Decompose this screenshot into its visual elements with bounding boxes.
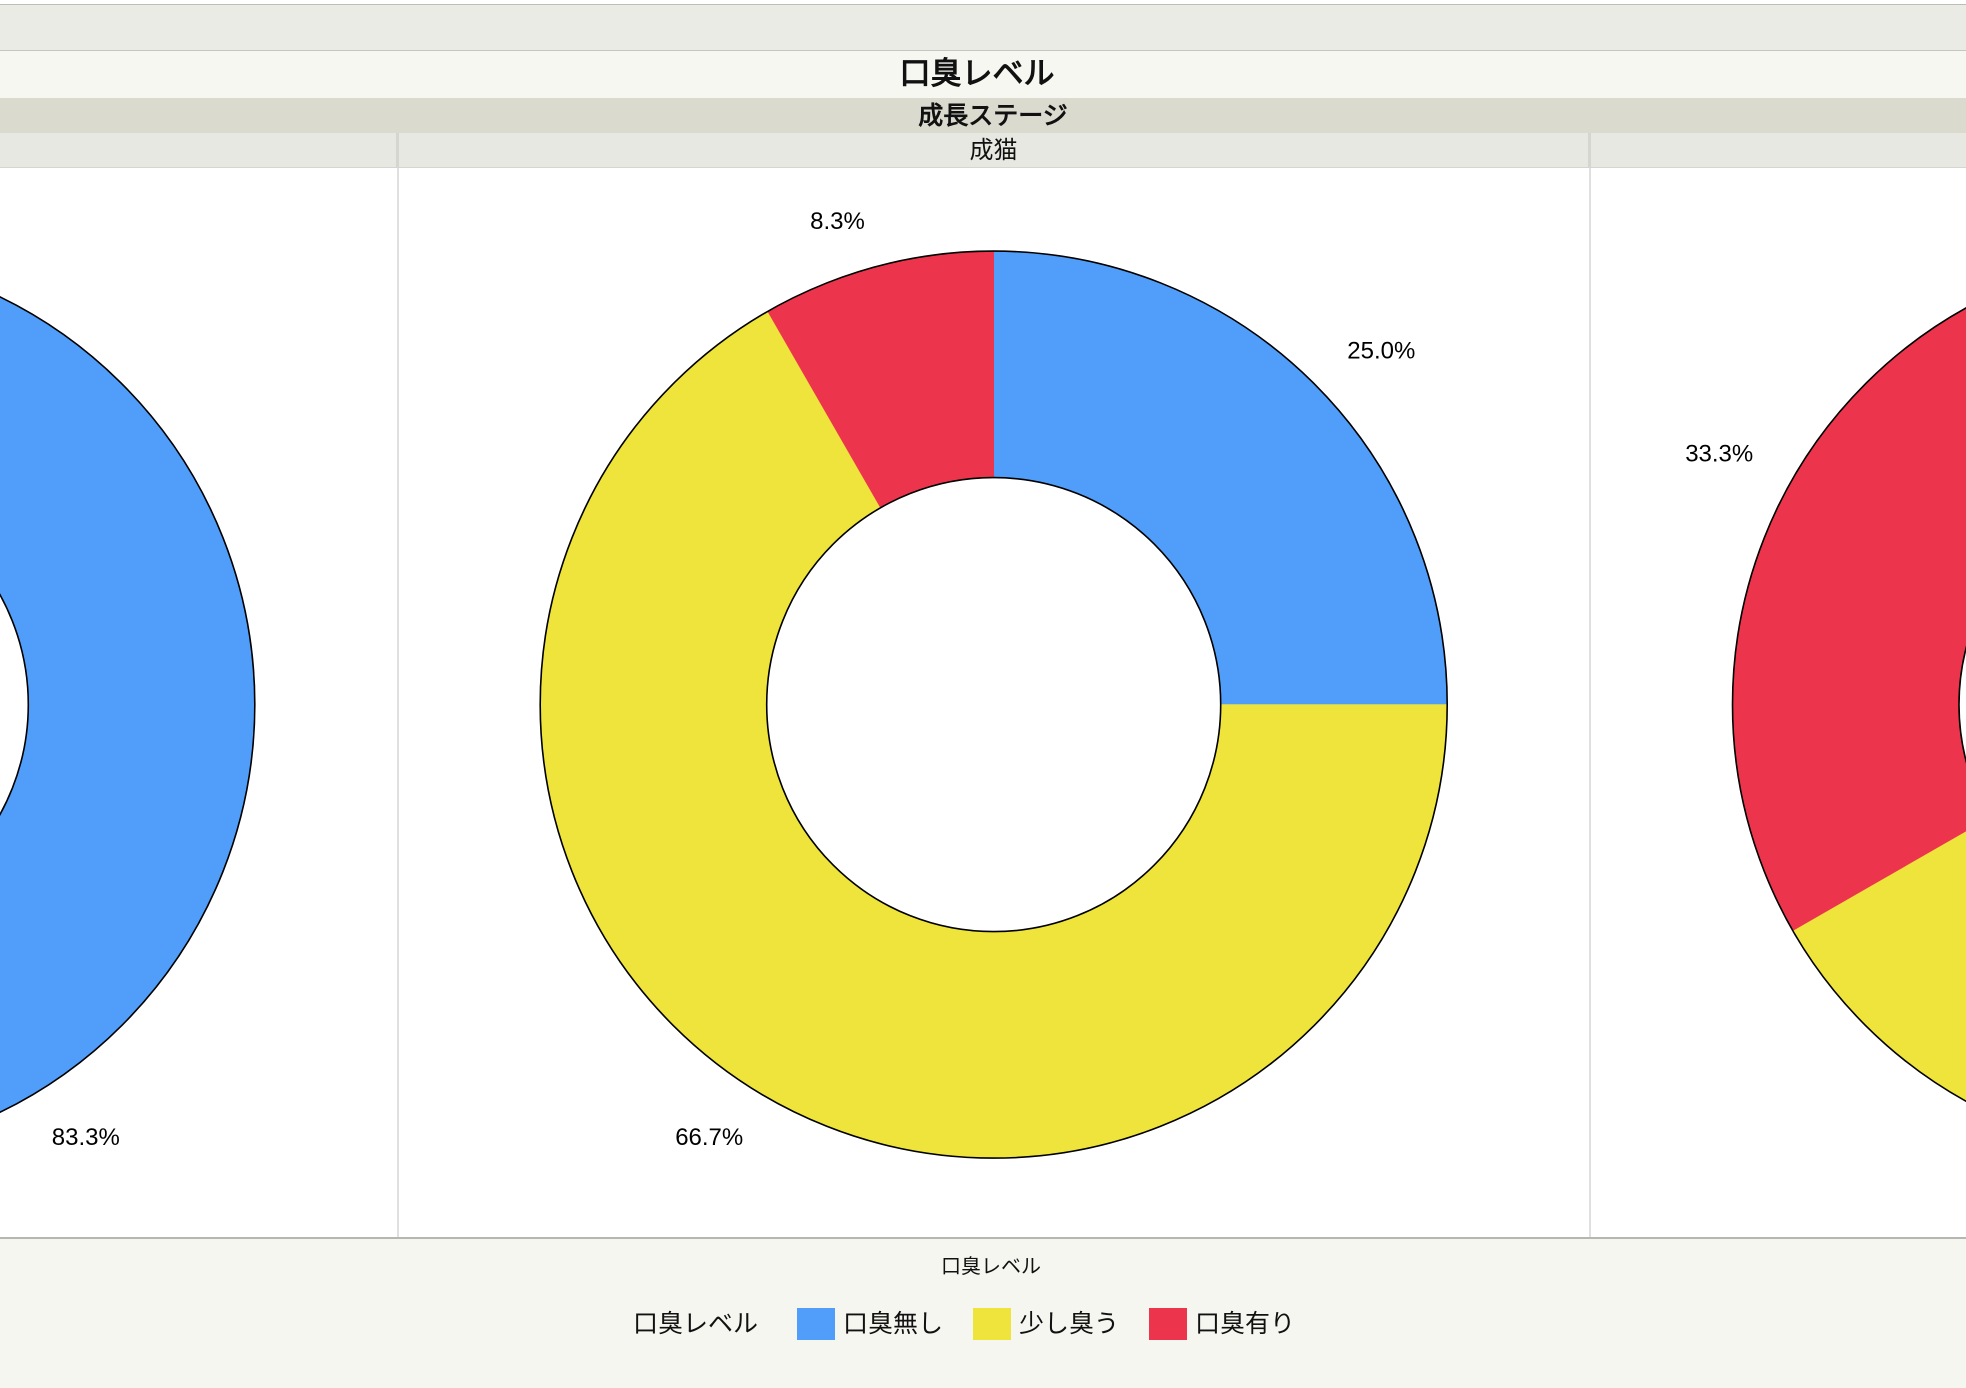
donut-outer-edge [539,250,1449,1159]
legend-item-no-odor[interactable]: 口臭無し [797,1308,943,1340]
donut-outer-edge [0,296,256,1114]
panel-label: 成猫 [969,136,1018,164]
panel-header-right [1591,133,1966,167]
legend-caption: 口臭レベル [633,1309,759,1338]
legend-item-slight-odor[interactable]: 少し臭う [973,1308,1119,1340]
donut-outer-edge [1731,307,1966,1102]
legend-label: 口臭有り [1195,1309,1296,1338]
panel-header-left [0,133,396,167]
panel-divider [1588,168,1591,1238]
legend-label: 口臭無し [843,1309,944,1338]
legend-row: 口臭レベル 口臭無し 少し臭う 口臭有り [633,1308,1325,1340]
plot-area: 83.3% 25.0% 66.7% 8.3% 33.3% [0,168,1966,1238]
graph-title-bar: 口臭レベル [0,51,1966,98]
slice-value-label: 83.3% [52,1124,120,1151]
donut-charts: 83.3% 25.0% 66.7% 8.3% 33.3% [0,208,1966,1159]
chart-title: 口臭レベル [899,56,1055,92]
toolbar-band [0,4,1966,51]
donut-hole [0,593,30,816]
slice-value-label: 8.3% [810,208,865,235]
panel-header-row: 成猫 [0,133,1966,168]
legend-swatch [1149,1308,1188,1340]
donut-panel: 25.0% 66.7% 8.3% [539,208,1449,1159]
legend-swatch [973,1308,1012,1340]
panel-divider [396,168,399,1238]
slice-value-label: 25.0% [1347,338,1415,365]
legend: 口臭レベル 口臭レベル 口臭無し 少し臭う 口臭有り [0,1237,1966,1388]
donut-panel: 33.3% [1685,251,1966,1158]
legend-swatch [797,1308,836,1340]
slice-value-label: 33.3% [1685,441,1753,468]
legend-title: 口臭レベル [941,1254,1041,1278]
facet-title: 成長ステージ [918,101,1068,130]
facet-group-header: 成長ステージ [0,98,1966,133]
donut-slice[interactable] [0,251,256,1158]
donut-hole [765,476,1222,933]
legend-item-odor[interactable]: 口臭有り [1149,1308,1295,1340]
donut-hole [1958,645,1966,764]
slice-value-label: 66.7% [675,1124,743,1151]
panel-header-middle: 成猫 [399,133,1588,167]
donut-slice[interactable] [1732,251,1966,931]
legend-label: 少し臭う [1019,1309,1120,1338]
donut-slice[interactable] [1792,251,1966,1158]
donut-panel: 83.3% [0,251,256,1158]
